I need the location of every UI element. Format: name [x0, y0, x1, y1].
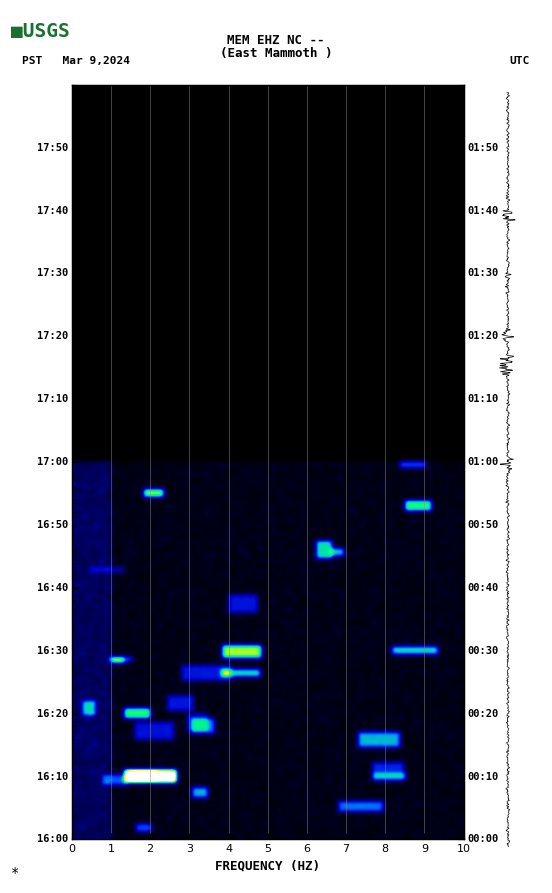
Text: 00:10: 00:10	[468, 772, 499, 781]
Text: MEM EHZ NC --: MEM EHZ NC --	[227, 34, 325, 46]
Text: 00:40: 00:40	[468, 583, 499, 593]
Text: 01:30: 01:30	[468, 269, 499, 279]
Text: 01:20: 01:20	[468, 331, 499, 341]
Text: 00:30: 00:30	[468, 646, 499, 655]
Text: 17:10: 17:10	[36, 394, 68, 405]
Text: 16:20: 16:20	[36, 709, 68, 719]
Text: 00:50: 00:50	[468, 520, 499, 530]
Text: UTC: UTC	[509, 55, 530, 66]
Text: 01:10: 01:10	[468, 394, 499, 405]
Text: 16:40: 16:40	[36, 583, 68, 593]
X-axis label: FREQUENCY (HZ): FREQUENCY (HZ)	[215, 860, 320, 872]
Text: 16:30: 16:30	[36, 646, 68, 655]
Text: 00:00: 00:00	[468, 834, 499, 845]
Text: 16:10: 16:10	[36, 772, 68, 781]
Text: 00:20: 00:20	[468, 709, 499, 719]
Text: ■USGS: ■USGS	[11, 22, 70, 41]
Text: 16:00: 16:00	[36, 834, 68, 845]
Text: 17:30: 17:30	[36, 269, 68, 279]
Text: 17:20: 17:20	[36, 331, 68, 341]
Text: 17:00: 17:00	[36, 457, 68, 467]
Text: *: *	[11, 865, 19, 880]
Text: 16:50: 16:50	[36, 520, 68, 530]
Text: PST   Mar 9,2024: PST Mar 9,2024	[22, 55, 130, 66]
Text: 01:50: 01:50	[468, 143, 499, 153]
Text: 01:40: 01:40	[468, 205, 499, 215]
Text: 17:40: 17:40	[36, 205, 68, 215]
Text: 17:50: 17:50	[36, 143, 68, 153]
Text: (East Mammoth ): (East Mammoth )	[220, 47, 332, 60]
Text: 01:00: 01:00	[468, 457, 499, 467]
